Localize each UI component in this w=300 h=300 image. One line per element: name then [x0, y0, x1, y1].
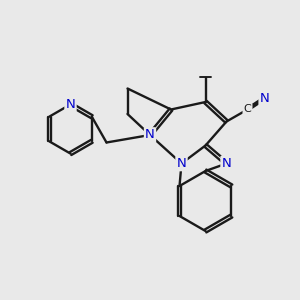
- Text: N: N: [66, 98, 75, 111]
- Text: C: C: [244, 104, 251, 115]
- Text: N: N: [222, 157, 231, 170]
- Text: N: N: [260, 92, 269, 105]
- Text: N: N: [177, 157, 186, 170]
- Text: N: N: [145, 128, 155, 142]
